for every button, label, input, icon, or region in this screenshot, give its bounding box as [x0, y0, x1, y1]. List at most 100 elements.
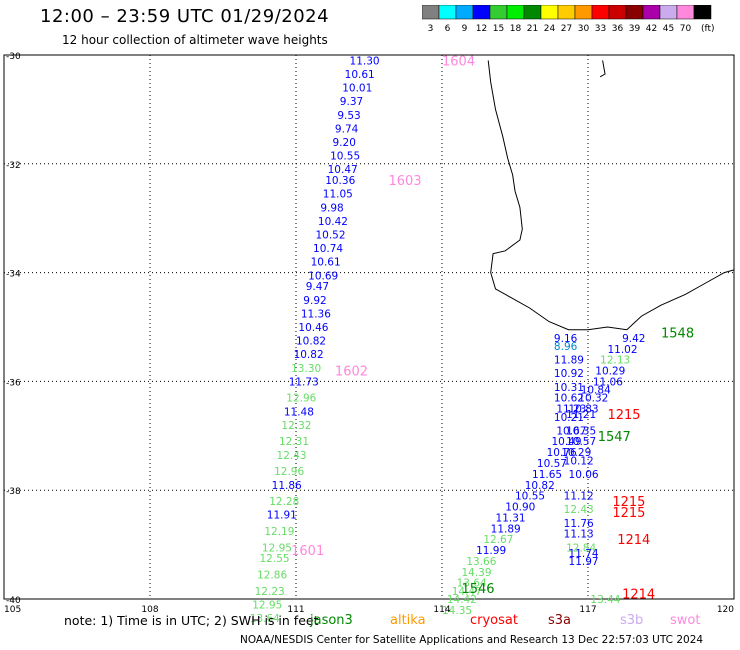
- colorbar-tick: 18: [510, 24, 522, 34]
- wave-height-label: 11.97: [569, 556, 599, 568]
- wave-height-label: 12.19: [264, 526, 294, 538]
- colorbar-tick: 45: [663, 24, 674, 34]
- wave-height-label: 10.35: [566, 425, 596, 437]
- wave-height-label: 10.29: [595, 366, 625, 378]
- lat-tick-label: -38: [6, 487, 21, 497]
- wave-height-label: 9.53: [337, 110, 360, 122]
- colorbar-swatch: [506, 5, 525, 20]
- color-legend: 3 6 9 12 15 18 21 24 27 30 33 36 39 42 45 70 (ft): [422, 5, 715, 34]
- lon-tick-label: 117: [579, 605, 596, 615]
- wave-height-label: 10.06: [569, 469, 599, 481]
- wave-height-label: 11.12: [564, 491, 594, 503]
- pass-time-label: 1215: [607, 408, 640, 423]
- wave-height-label: 12.86: [257, 570, 287, 582]
- pass-time-label: 1601: [291, 544, 324, 559]
- wave-height-label: 11.91: [267, 510, 297, 522]
- map-frame: [3, 54, 735, 600]
- colorbar-tick: 27: [561, 24, 572, 34]
- wave-height-label: 10.52: [315, 230, 345, 242]
- lon-tick-label: 120: [717, 605, 734, 615]
- wave-height-label: 12.43: [564, 504, 594, 516]
- lon-tick-label: 105: [4, 605, 21, 615]
- wave-height-label: 11.06: [593, 376, 623, 388]
- wave-height-label: 10.57: [537, 458, 567, 470]
- page-subtitle: 12 hour collection of altimeter wave hei…: [62, 33, 328, 47]
- wave-height-label: 13.66: [466, 556, 496, 568]
- colorbar-unit: (ft): [701, 24, 715, 34]
- colorbar-swatch: [557, 5, 576, 20]
- wave-height-label: 12.13: [600, 355, 630, 367]
- colorbar-swatch: [659, 5, 678, 20]
- colorbar-tick: 6: [445, 24, 451, 34]
- wave-height-label: 13.30: [291, 363, 321, 375]
- wave-height-label: 10.55: [515, 491, 545, 503]
- wave-height-label: 14.42: [447, 594, 477, 606]
- colorbar-swatch: [438, 5, 457, 20]
- wave-height-label: 11.99: [476, 545, 506, 557]
- colorbar-swatch: [625, 5, 644, 20]
- wave-height-label: 12.96: [286, 393, 316, 405]
- wave-height-label: 12.55: [260, 553, 290, 565]
- wave-height-label: 9.42: [622, 333, 645, 345]
- wave-height-label: 9.37: [340, 96, 363, 108]
- wave-height-label: 11.74: [569, 548, 599, 560]
- wave-height-label: 12.95: [252, 599, 282, 611]
- wave-height-label: 11.21: [566, 409, 596, 421]
- wave-height-label: 10.49: [552, 436, 582, 448]
- wave-height-label: 12.31: [279, 436, 309, 448]
- wave-height-label: 10.42: [318, 216, 348, 228]
- mission-label: swot: [670, 613, 701, 628]
- wave-height-label: 13.44: [590, 594, 620, 606]
- wave-height-label: 11.89: [491, 523, 521, 535]
- wave-height-label: 10.90: [505, 502, 535, 514]
- wave-height-label: 10.12: [564, 455, 594, 467]
- mission-label: altika: [390, 613, 426, 628]
- colorbar-swatch: [676, 5, 695, 20]
- colorbar-tick: 21: [527, 24, 538, 34]
- wave-height-label: 10.46: [298, 322, 328, 334]
- coastline-path: [487, 60, 735, 331]
- wave-height-label: 10.36: [325, 175, 355, 187]
- wave-height-label: 10.74: [313, 243, 343, 255]
- pass-time-label: 1215: [612, 495, 645, 510]
- wave-height-label: 12.96: [274, 466, 304, 478]
- wave-height-label: 10.61: [311, 257, 341, 269]
- coastline: [487, 60, 735, 331]
- colorbar-swatch: [608, 5, 627, 20]
- wave-height-label: 10.84: [581, 385, 611, 397]
- wave-height-label: 11.73: [289, 376, 319, 388]
- pass-time-label: 1546: [461, 582, 494, 597]
- lat-tick-label: -32: [6, 161, 21, 171]
- wave-height-label: 11.13: [564, 529, 594, 541]
- lat-tick-label: -40: [6, 596, 21, 606]
- wave-height-label: 9.20: [333, 137, 356, 149]
- wave-height-label: 10.21: [554, 412, 584, 424]
- wave-height-label: 10.55: [330, 151, 360, 163]
- wave-height-label: 10.01: [342, 83, 372, 95]
- lon-tick-label: 114: [433, 605, 450, 615]
- wave-height-label: 9.74: [335, 123, 359, 135]
- footer-credit: NOAA/NESDIS Center for Satellite Applica…: [240, 634, 704, 646]
- wave-height-label: 10.82: [296, 336, 326, 348]
- wave-height-label: 10.32: [578, 393, 608, 405]
- wave-height-label: 9.16: [554, 333, 578, 345]
- colorbar-tick: 70: [680, 24, 692, 34]
- wave-height-label: 10.47: [328, 164, 358, 176]
- colorbar-tick: 24: [544, 24, 556, 34]
- colorbar-swatch: [489, 5, 508, 20]
- pass-time-label: 1604: [442, 54, 475, 69]
- colorbar-swatch: [642, 5, 661, 20]
- wave-height-label: 10.29: [561, 447, 591, 459]
- lon-tick-label: 111: [287, 605, 304, 615]
- wave-height-label: 10.76: [547, 447, 577, 459]
- wave-height-label: 10.92: [554, 368, 584, 380]
- colorbar-swatch: [540, 5, 559, 20]
- footer-note: note: 1) Time is in UTC; 2) SWH is in fe…: [64, 613, 319, 628]
- time-labels: 1604160316021601154815471546121512151215…: [291, 54, 694, 602]
- colorbar-swatch: [574, 5, 593, 20]
- wave-height-label: 13.64: [250, 613, 280, 625]
- wave-height-label: 12.32: [281, 420, 311, 432]
- wave-height-label: 11.31: [496, 512, 526, 524]
- colorbar-swatch: [591, 5, 610, 20]
